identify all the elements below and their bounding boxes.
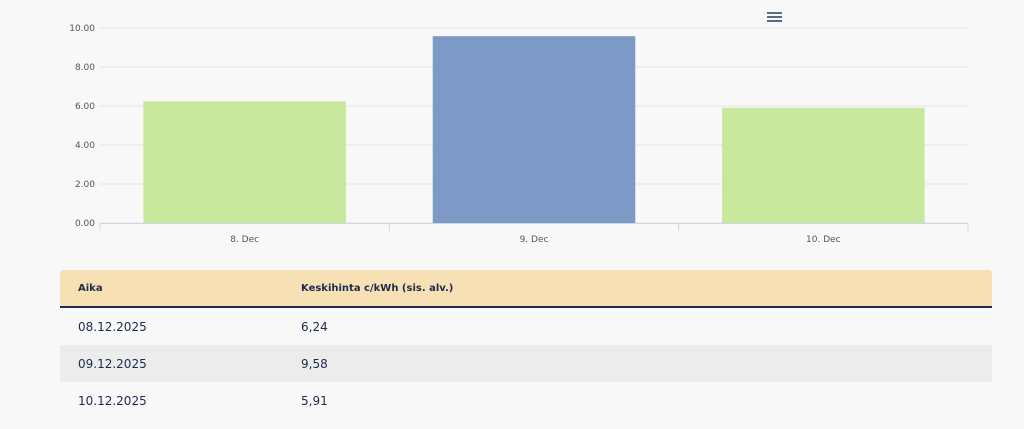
bar — [143, 101, 346, 223]
y-tick-label: 4.00 — [75, 141, 95, 151]
cell-date: 09.12.2025 — [78, 356, 147, 371]
y-tick-label: 10.00 — [69, 24, 95, 34]
cell-price: 9,58 — [301, 356, 328, 371]
cell-date: 10.12.2025 — [78, 393, 147, 408]
bar — [722, 107, 925, 223]
header-avg-price: Keskihinta c/kWh (sis. alv.) — [301, 282, 454, 294]
table-row: 10.12.2025 5,91 — [60, 382, 992, 419]
x-tick-label: 8. Dec — [230, 235, 259, 245]
header-time: Aika — [78, 282, 103, 294]
y-tick-label: 8.00 — [75, 63, 95, 73]
x-tick-label: 9. Dec — [520, 235, 549, 245]
y-tick-label: 6.00 — [75, 102, 95, 112]
y-tick-label: 2.00 — [75, 180, 95, 190]
bar — [432, 36, 636, 223]
y-tick-label: 0.00 — [75, 219, 95, 229]
table-row: 09.12.2025 9,58 — [60, 345, 992, 382]
table-row: 08.12.2025 6,24 — [60, 308, 992, 345]
table-header: Aika Keskihinta c/kWh (sis. alv.) — [60, 270, 992, 308]
cell-price: 6,24 — [301, 319, 328, 334]
price-table: Aika Keskihinta c/kWh (sis. alv.) 08.12.… — [60, 270, 992, 419]
chart-menu-button[interactable] — [764, 8, 786, 26]
cell-date: 08.12.2025 — [78, 319, 147, 334]
cell-price: 5,91 — [301, 393, 328, 408]
bar-chart: 0.00 2.00 4.00 6.00 8.00 10.00 8. Dec 9. Dec 10.… — [69, 24, 969, 245]
chart-svg: 0.00 2.00 4.00 6.00 8.00 10.00 8. Dec 9. Dec 10.… — [69, 24, 969, 245]
x-tick-label: 10. Dec — [806, 235, 841, 245]
